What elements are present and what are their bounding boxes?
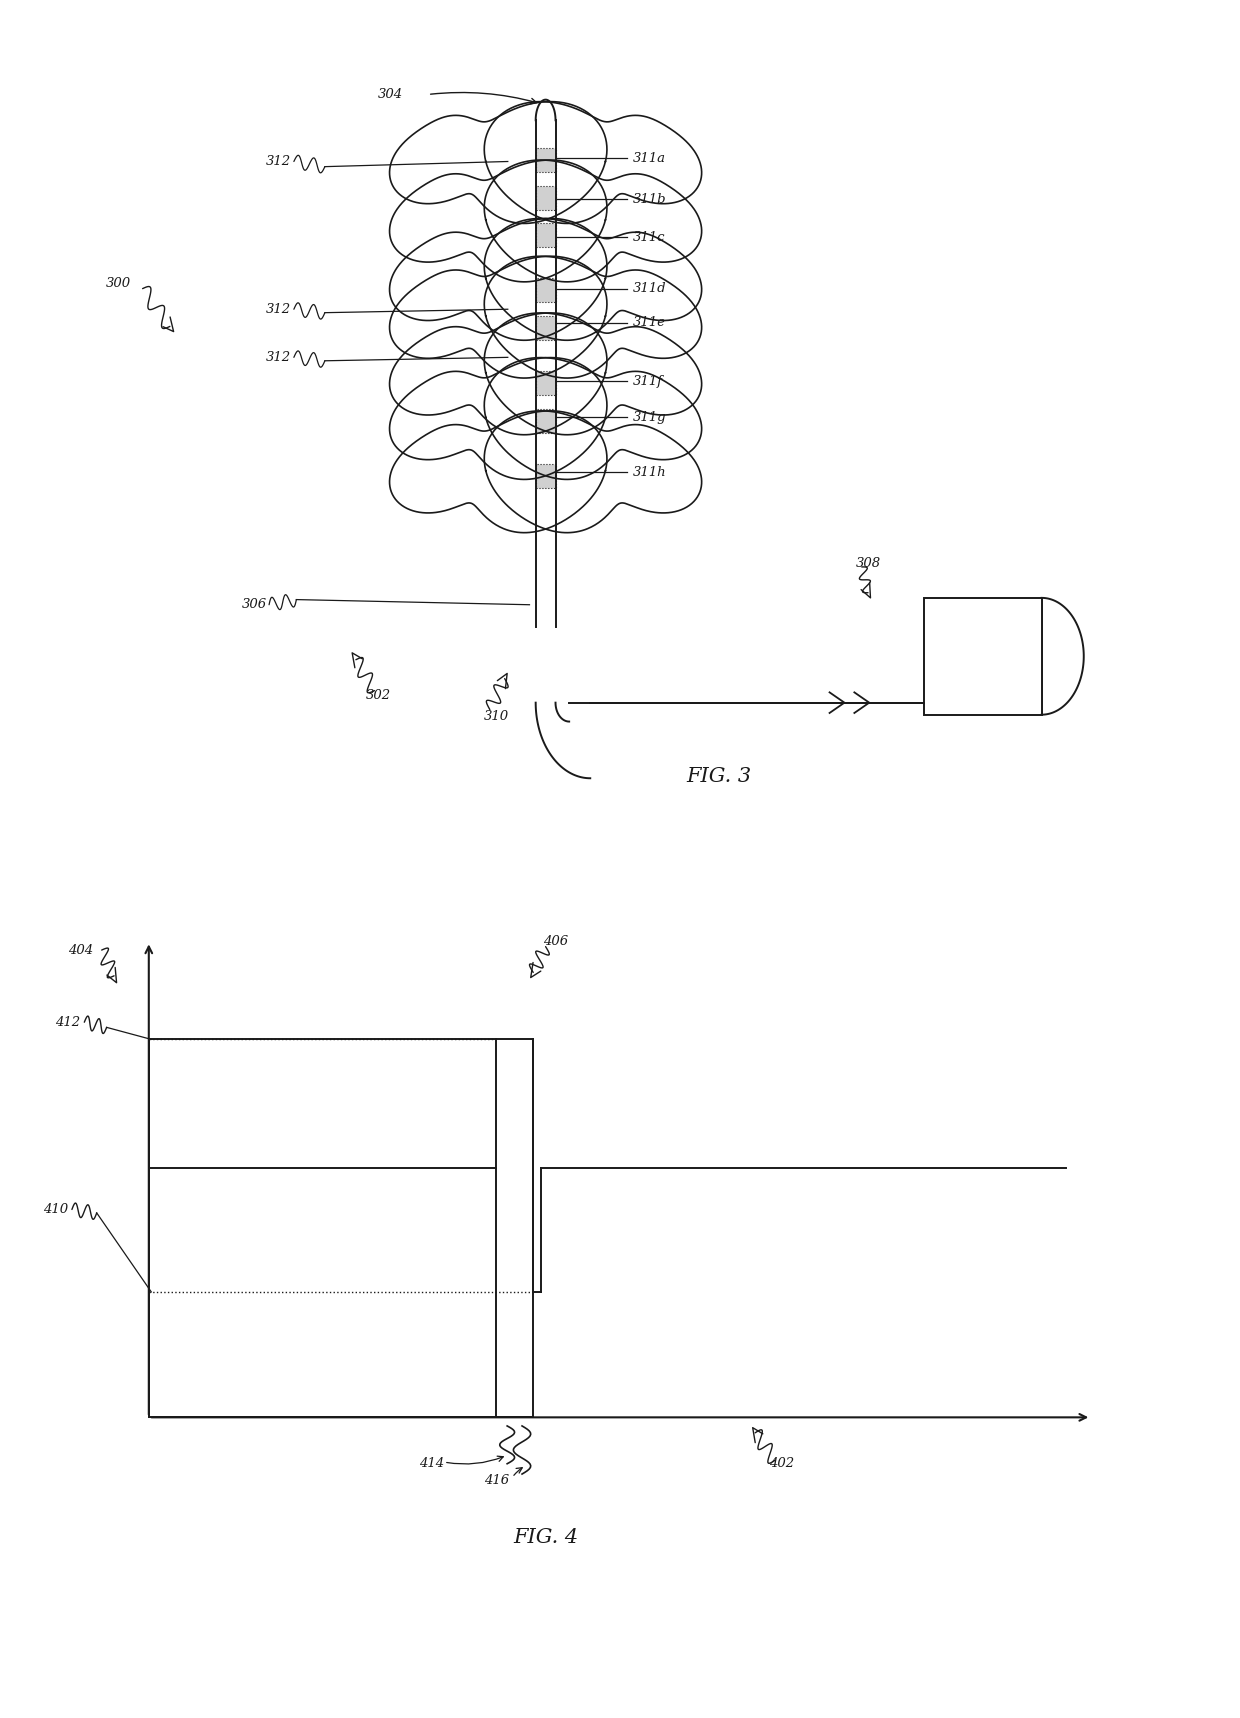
Text: 304: 304 (378, 88, 403, 101)
Text: 311c: 311c (632, 230, 665, 244)
Bar (536, 148, 556, 172)
Text: 312: 312 (267, 155, 291, 168)
Text: 402: 402 (769, 1457, 794, 1471)
Text: 310: 310 (484, 710, 508, 723)
Bar (536, 186, 556, 210)
Text: 311d: 311d (632, 282, 666, 295)
Text: 311a: 311a (632, 151, 666, 165)
Bar (536, 316, 556, 340)
Text: 416: 416 (484, 1474, 508, 1488)
Bar (536, 278, 556, 302)
Text: 300: 300 (105, 277, 130, 290)
Text: FIG. 3: FIG. 3 (687, 766, 751, 787)
Bar (536, 371, 556, 395)
Text: 302: 302 (366, 689, 391, 703)
Text: 410: 410 (43, 1203, 68, 1216)
Text: 412: 412 (56, 1015, 81, 1029)
Bar (536, 409, 556, 433)
Text: 311e: 311e (632, 316, 666, 330)
Bar (536, 223, 556, 247)
Text: 306: 306 (242, 598, 267, 612)
Text: FIG. 4: FIG. 4 (513, 1527, 578, 1548)
Text: 308: 308 (856, 557, 880, 570)
Text: 312: 312 (267, 350, 291, 364)
Text: 414: 414 (419, 1457, 444, 1471)
Text: 311g: 311g (632, 411, 666, 424)
Bar (924, 598, 1042, 715)
Text: 311f: 311f (632, 375, 662, 388)
Text: 404: 404 (68, 943, 93, 957)
Text: 311b: 311b (632, 192, 666, 206)
Bar (536, 464, 556, 488)
Text: 311h: 311h (632, 466, 666, 479)
Text: 406: 406 (543, 935, 568, 948)
Text: 312: 312 (267, 302, 291, 316)
